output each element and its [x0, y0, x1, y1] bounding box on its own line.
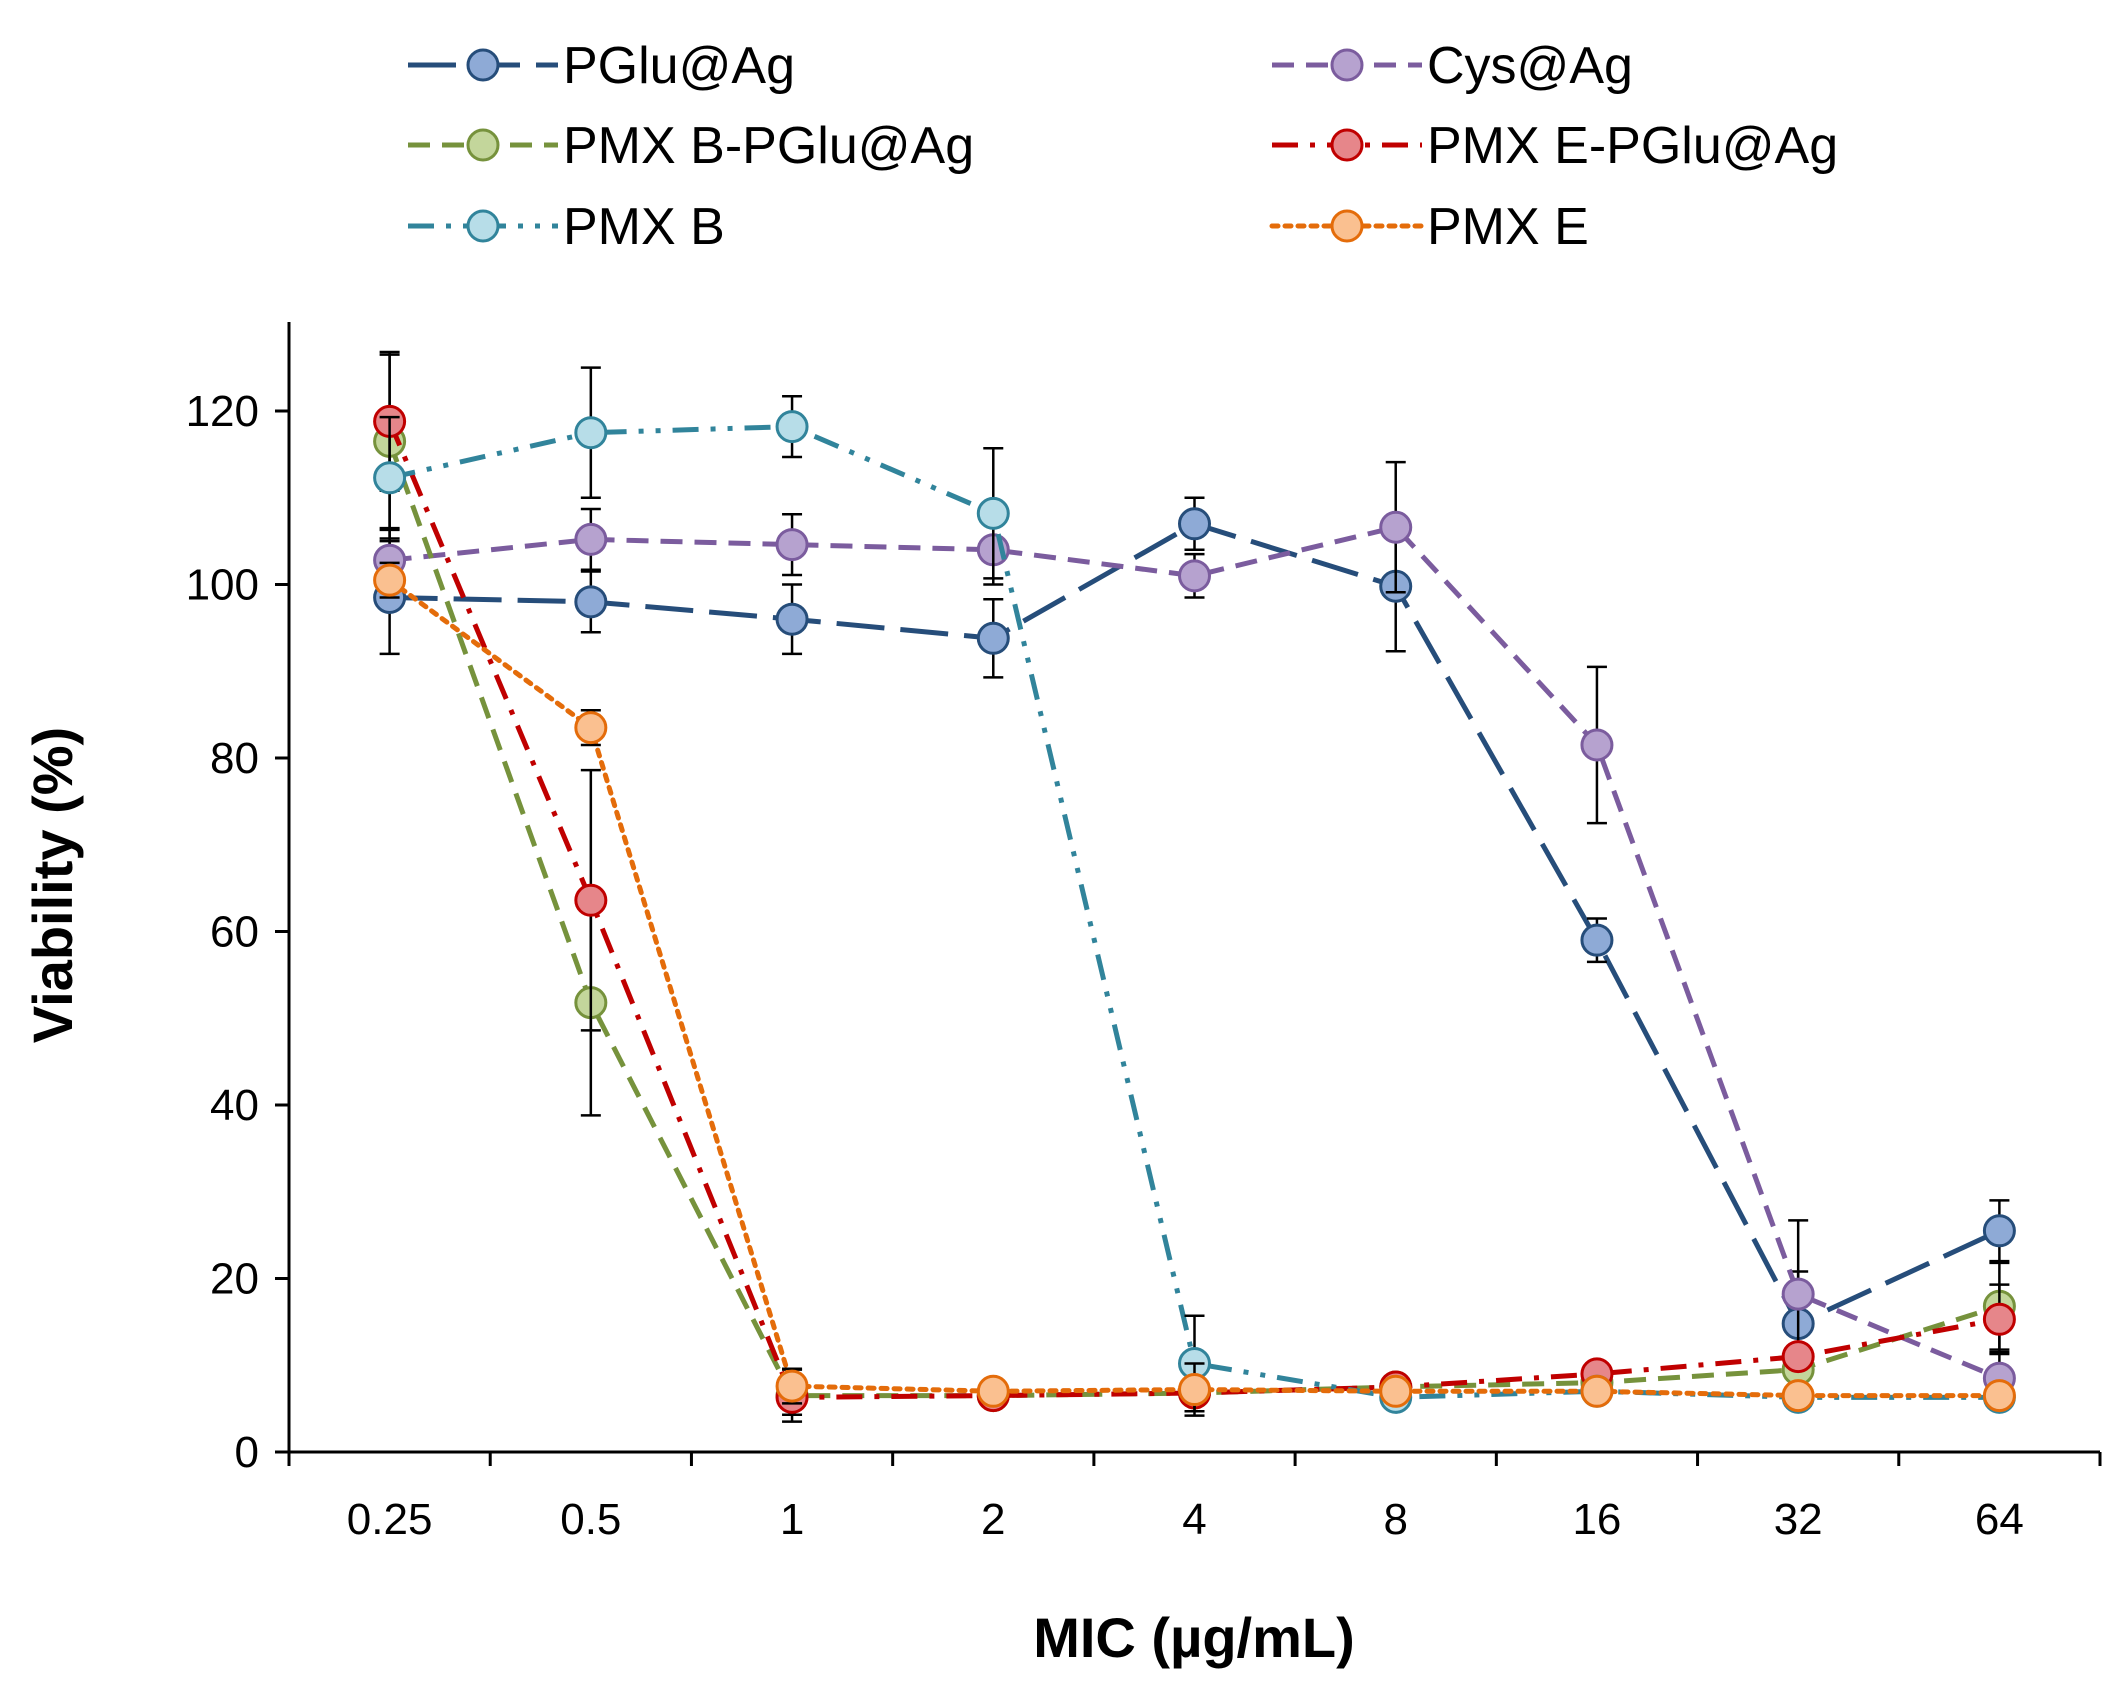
data-point	[976, 1374, 1010, 1408]
legend-item-cys-ag: Cys@Ag	[1272, 37, 1633, 95]
data-point	[1178, 559, 1211, 593]
data-point	[1781, 1277, 1815, 1311]
data-point	[1982, 1379, 2016, 1413]
legend-marker	[1330, 128, 1364, 162]
legend-marker	[1330, 209, 1364, 243]
data-point	[976, 621, 1010, 655]
data-point	[574, 585, 608, 619]
data-point	[1178, 1373, 1211, 1407]
legend-label: PMX E	[1427, 198, 1589, 256]
data-point	[574, 416, 608, 450]
x-tick-label: 64	[1975, 1495, 2024, 1544]
data-point	[1379, 1374, 1413, 1408]
x-tick-label: 0.5	[560, 1495, 621, 1544]
series-pmx-e	[373, 561, 2016, 1417]
data-point	[574, 883, 608, 917]
x-tick-label: 1	[780, 1495, 804, 1544]
series-pglu-ag	[373, 496, 2016, 1377]
y-tick-label: 100	[186, 561, 259, 610]
data-point	[1781, 1379, 1815, 1413]
legend-marker	[466, 48, 500, 82]
y-tick-label: 60	[210, 908, 259, 957]
data-point	[373, 461, 407, 495]
y-axis-label: Viability (%)	[21, 727, 84, 1043]
data-point	[775, 1369, 809, 1403]
legend: PGlu@Ag Cys@Ag PMX B-PGlu@Ag PMX E-PGlu@Ag P…	[408, 37, 1838, 256]
data-point	[775, 410, 809, 444]
data-point	[1982, 1302, 2016, 1336]
data-point	[373, 563, 407, 597]
data-point	[1781, 1340, 1815, 1374]
series-line-pmx-e	[387, 577, 2002, 1399]
y-tick-label: 120	[186, 387, 259, 436]
data-point	[1580, 1374, 1614, 1408]
y-tick-label: 20	[210, 1255, 259, 1304]
legend-item-pmx-b: PMX B	[408, 198, 725, 256]
legend-label: PGlu@Ag	[563, 37, 795, 95]
y-tick-label: 0	[235, 1428, 259, 1477]
x-tick-label: 16	[1572, 1495, 1621, 1544]
series-line-cys-ag	[389, 524, 2001, 1381]
legend-label: PMX B	[563, 198, 725, 256]
legend-marker	[466, 128, 500, 162]
data-point	[976, 496, 1010, 530]
data-point	[1580, 728, 1614, 762]
data-point	[1982, 1214, 2016, 1248]
data-point	[1178, 507, 1211, 541]
legend-item-pmx-b-pglu-ag: PMX B-PGlu@Ag	[408, 117, 974, 175]
legend-label: PMX E-PGlu@Ag	[1427, 117, 1838, 175]
legend-marker	[1330, 48, 1364, 82]
x-tick-label: 2	[981, 1495, 1005, 1544]
legend-item-pmx-e-pglu-ag: PMX E-PGlu@Ag	[1272, 117, 1838, 175]
data-point	[574, 522, 608, 556]
y-tick-label: 80	[210, 734, 259, 783]
x-axis-label: MIC (µg/mL)	[1033, 1606, 1355, 1669]
x-tick-label: 8	[1383, 1495, 1407, 1544]
data-point	[775, 528, 809, 562]
axes: 0 20 40 60 80 100 120 0.25 0.5 1 2 4 8 16 32 64 Viabil…	[21, 322, 2102, 1669]
legend-item-pglu-ag: PGlu@Ag	[408, 37, 795, 95]
series-line-pmx-e-pglu-ag	[387, 420, 2000, 1400]
x-tick-label: 4	[1182, 1495, 1206, 1544]
data-point	[1379, 510, 1413, 544]
legend-item-pmx-e: PMX E	[1269, 198, 1589, 256]
x-tick-label: 0.25	[347, 1495, 433, 1544]
series-line-pglu-ag	[389, 521, 2001, 1327]
data-point	[1580, 923, 1614, 957]
x-ticks: 0.25 0.5 1 2 4 8 16 32 64	[287, 1452, 2102, 1544]
legend-marker	[466, 209, 500, 243]
plot-area	[373, 350, 2016, 1423]
y-tick-label: 40	[210, 1081, 259, 1130]
y-ticks: 0 20 40 60 80 100 120	[186, 387, 289, 1477]
legend-label: PMX B-PGlu@Ag	[563, 117, 974, 175]
x-tick-label: 32	[1774, 1495, 1823, 1544]
legend-label: Cys@Ag	[1427, 37, 1633, 95]
data-point	[775, 602, 809, 636]
data-point	[574, 711, 608, 745]
